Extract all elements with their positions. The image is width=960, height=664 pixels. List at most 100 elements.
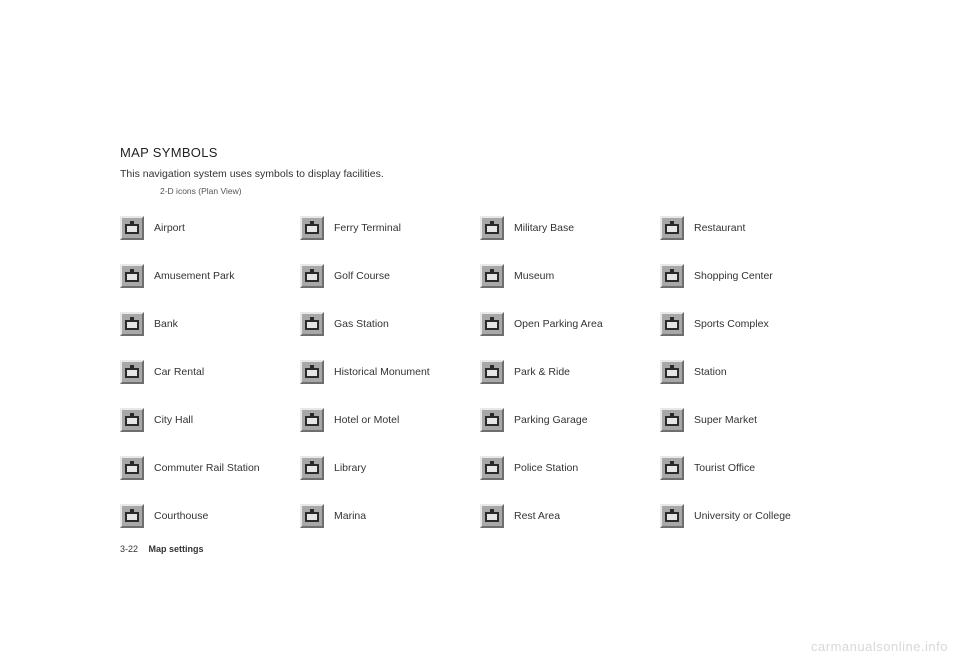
symbol-label: Open Parking Area: [514, 318, 603, 330]
map-symbol-icon: [120, 408, 144, 432]
map-symbol-icon: [660, 408, 684, 432]
symbol-cell: Amusement Park: [120, 264, 300, 288]
symbol-label: Courthouse: [154, 510, 208, 522]
symbol-cell: Gas Station: [300, 312, 480, 336]
symbol-cell: Library: [300, 456, 480, 480]
symbol-cell: Sports Complex: [660, 312, 840, 336]
symbol-label: Library: [334, 462, 366, 474]
symbol-label: Gas Station: [334, 318, 389, 330]
symbol-label: Museum: [514, 270, 554, 282]
symbol-label: Hotel or Motel: [334, 414, 399, 426]
symbol-label: Shopping Center: [694, 270, 773, 282]
icons-note: 2-D icons (Plan View): [160, 186, 840, 196]
symbol-cell: Airport: [120, 216, 300, 240]
section-name: Map settings: [149, 544, 204, 554]
symbol-cell: Police Station: [480, 456, 660, 480]
map-symbol-icon: [300, 456, 324, 480]
map-symbol-icon: [300, 408, 324, 432]
map-symbol-icon: [120, 264, 144, 288]
map-symbol-icon: [480, 360, 504, 384]
symbol-label: Police Station: [514, 462, 578, 474]
symbol-label: Military Base: [514, 222, 574, 234]
symbols-grid: Airport Ferry Terminal Military Base Res…: [120, 204, 840, 540]
section-heading: MAP SYMBOLS: [120, 145, 840, 160]
watermark-text: carmanualsonline.info: [811, 639, 948, 654]
symbol-cell: Rest Area: [480, 504, 660, 528]
page-content: MAP SYMBOLS This navigation system uses …: [120, 145, 840, 540]
symbol-cell: Hotel or Motel: [300, 408, 480, 432]
symbol-cell: Park & Ride: [480, 360, 660, 384]
symbol-label: Bank: [154, 318, 178, 330]
symbol-label: Airport: [154, 222, 185, 234]
grid-row: Amusement Park Golf Course Museum Shoppi…: [120, 252, 840, 300]
symbol-cell: Super Market: [660, 408, 840, 432]
map-symbol-icon: [660, 216, 684, 240]
symbol-label: Sports Complex: [694, 318, 769, 330]
grid-row: City Hall Hotel or Motel Parking Garage …: [120, 396, 840, 444]
symbol-cell: Shopping Center: [660, 264, 840, 288]
grid-row: Commuter Rail Station Library Police Sta…: [120, 444, 840, 492]
symbol-cell: Car Rental: [120, 360, 300, 384]
symbol-cell: Commuter Rail Station: [120, 456, 300, 480]
symbol-cell: Courthouse: [120, 504, 300, 528]
symbol-cell: Golf Course: [300, 264, 480, 288]
grid-row: Airport Ferry Terminal Military Base Res…: [120, 204, 840, 252]
symbol-label: Rest Area: [514, 510, 560, 522]
symbol-cell: Ferry Terminal: [300, 216, 480, 240]
map-symbol-icon: [300, 216, 324, 240]
symbol-label: Ferry Terminal: [334, 222, 401, 234]
map-symbol-icon: [120, 360, 144, 384]
map-symbol-icon: [480, 216, 504, 240]
map-symbol-icon: [300, 264, 324, 288]
symbol-cell: Tourist Office: [660, 456, 840, 480]
map-symbol-icon: [660, 504, 684, 528]
symbol-label: Super Market: [694, 414, 757, 426]
symbol-label: Restaurant: [694, 222, 745, 234]
map-symbol-icon: [300, 312, 324, 336]
map-symbol-icon: [660, 456, 684, 480]
symbol-cell: Military Base: [480, 216, 660, 240]
symbol-label: Station: [694, 366, 727, 378]
symbol-cell: Open Parking Area: [480, 312, 660, 336]
map-symbol-icon: [120, 216, 144, 240]
symbol-cell: Museum: [480, 264, 660, 288]
symbol-label: Car Rental: [154, 366, 204, 378]
symbol-cell: City Hall: [120, 408, 300, 432]
symbol-label: City Hall: [154, 414, 193, 426]
grid-row: Bank Gas Station Open Parking Area Sport…: [120, 300, 840, 348]
symbol-label: Parking Garage: [514, 414, 588, 426]
map-symbol-icon: [120, 456, 144, 480]
map-symbol-icon: [660, 312, 684, 336]
map-symbol-icon: [120, 312, 144, 336]
map-symbol-icon: [120, 504, 144, 528]
page-footer: 3-22 Map settings: [120, 544, 204, 554]
symbol-label: Amusement Park: [154, 270, 235, 282]
map-symbol-icon: [480, 408, 504, 432]
symbol-label: Golf Course: [334, 270, 390, 282]
page-number: 3-22: [120, 544, 138, 554]
symbol-label: Marina: [334, 510, 366, 522]
symbol-label: Commuter Rail Station: [154, 462, 260, 474]
symbol-cell: Historical Monument: [300, 360, 480, 384]
symbol-cell: Bank: [120, 312, 300, 336]
map-symbol-icon: [300, 360, 324, 384]
symbol-label: Historical Monument: [334, 366, 430, 378]
map-symbol-icon: [480, 456, 504, 480]
map-symbol-icon: [480, 264, 504, 288]
symbol-label: University or College: [694, 510, 791, 522]
map-symbol-icon: [660, 264, 684, 288]
map-symbol-icon: [480, 504, 504, 528]
map-symbol-icon: [300, 504, 324, 528]
symbol-label: Park & Ride: [514, 366, 570, 378]
symbol-label: Tourist Office: [694, 462, 755, 474]
symbol-cell: Marina: [300, 504, 480, 528]
section-subtext: This navigation system uses symbols to d…: [120, 168, 840, 180]
symbol-cell: Parking Garage: [480, 408, 660, 432]
symbol-cell: University or College: [660, 504, 840, 528]
map-symbol-icon: [660, 360, 684, 384]
symbol-cell: Station: [660, 360, 840, 384]
map-symbol-icon: [480, 312, 504, 336]
grid-row: Courthouse Marina Rest Area University o…: [120, 492, 840, 540]
grid-row: Car Rental Historical Monument Park & Ri…: [120, 348, 840, 396]
symbol-cell: Restaurant: [660, 216, 840, 240]
